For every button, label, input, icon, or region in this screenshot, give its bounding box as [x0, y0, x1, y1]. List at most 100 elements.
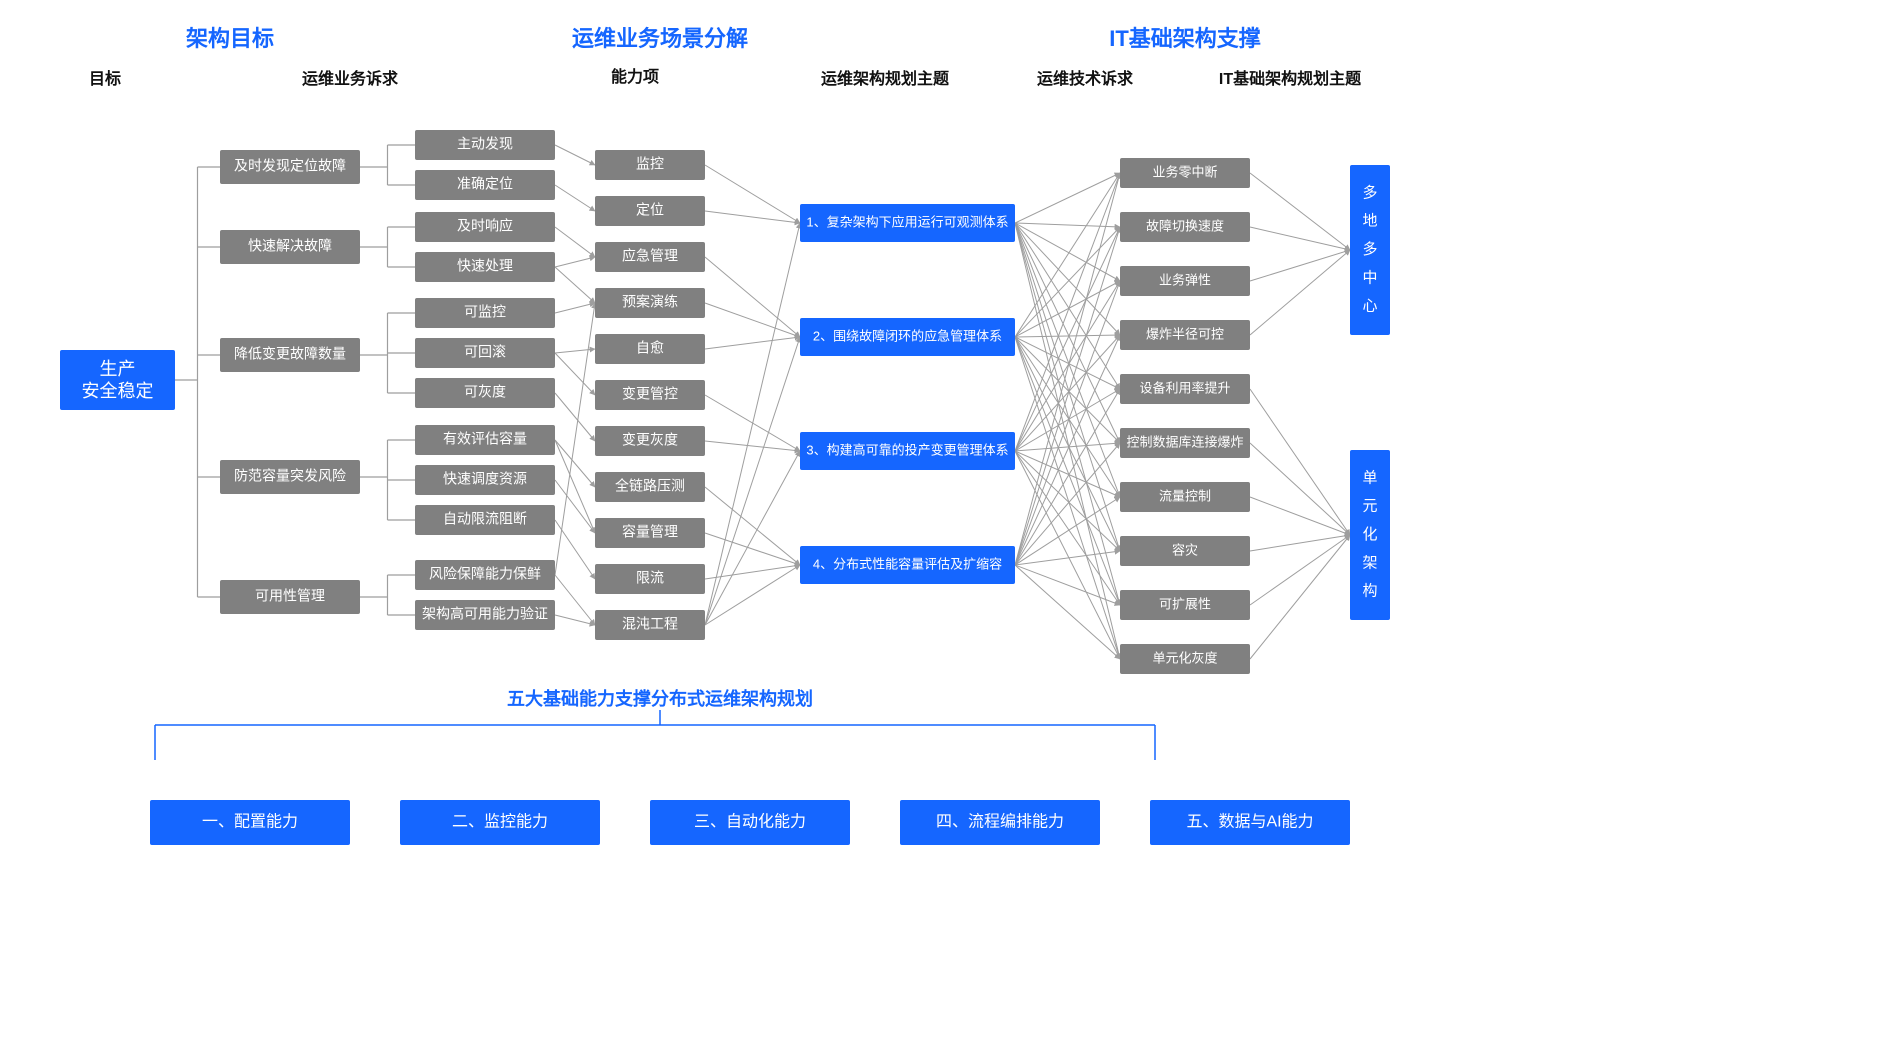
- section-header: IT基础架构支撑: [1109, 26, 1261, 51]
- connector: [1015, 223, 1120, 497]
- infra-theme-char: 元: [1362, 498, 1377, 515]
- sub-demand-box-label: 风险保障能力保鲜: [429, 566, 541, 582]
- capability-box-label: 自愈: [636, 340, 664, 356]
- connector: [705, 337, 800, 625]
- tech-demand-box-label: 可扩展性: [1159, 596, 1211, 611]
- connector: [1015, 281, 1120, 565]
- connector: [1250, 535, 1350, 551]
- theme-box-label: 1、复杂架构下应用运行可观测体系: [806, 214, 1008, 229]
- connector: [1250, 250, 1350, 335]
- infra-theme-char: 中: [1362, 269, 1377, 286]
- connector: [705, 303, 800, 337]
- ops-demand-box-label: 降低变更故障数量: [234, 346, 346, 362]
- foundation-capability-label: 四、流程编排能力: [936, 813, 1064, 831]
- connector: [555, 615, 595, 625]
- connector: [555, 227, 595, 257]
- column-header: 目标: [89, 70, 121, 88]
- infra-theme-char: 架: [1362, 554, 1377, 571]
- goal-line2: 安全稳定: [82, 381, 154, 401]
- connector: [1015, 337, 1120, 389]
- connector: [705, 165, 800, 223]
- sub-demand-box-label: 可回滚: [464, 344, 506, 360]
- column-header: 运维业务诉求: [302, 69, 399, 88]
- bracket-c2: [360, 145, 388, 185]
- connector: [1250, 250, 1350, 281]
- ops-demand-box-label: 快速解决故障: [248, 238, 332, 254]
- connector: [555, 185, 595, 211]
- ops-demand-box-label: 防范容量突发风险: [234, 468, 346, 484]
- sub-demand-box-label: 自动限流阻断: [443, 511, 527, 527]
- tech-demand-box-label: 容灾: [1172, 542, 1198, 557]
- sub-demand-box-label: 快速调度资源: [443, 471, 527, 487]
- sub-demand-box-label: 快速处理: [457, 258, 513, 274]
- tech-demand-box-label: 单元化灰度: [1152, 650, 1217, 665]
- bracket-c1: [175, 167, 198, 597]
- connector: [1015, 335, 1120, 337]
- connector: [555, 440, 595, 487]
- connector: [1015, 337, 1120, 659]
- sub-demand-box-label: 准确定位: [457, 176, 513, 192]
- bracket-c2: [360, 440, 388, 520]
- goal-line1: 生产: [100, 359, 136, 379]
- foundation-capability-label: 一、配置能力: [202, 813, 298, 831]
- tech-demand-box-label: 爆炸半径可控: [1146, 326, 1224, 341]
- capability-box-label: 监控: [636, 156, 664, 172]
- section-header: 架构目标: [186, 26, 274, 51]
- connector: [705, 257, 800, 337]
- bracket-c2: [360, 227, 388, 267]
- connector: [1015, 223, 1120, 227]
- connector: [555, 303, 595, 575]
- connector: [1015, 227, 1120, 565]
- sub-demand-box-label: 及时响应: [457, 218, 513, 234]
- sub-demand-box-label: 架构高可用能力验证: [422, 606, 548, 622]
- infra-theme-char: 多: [1362, 184, 1377, 201]
- capability-box-label: 变更管控: [622, 386, 678, 402]
- section-header: 运维业务场景分解: [572, 26, 748, 51]
- capability-box-label: 容量管理: [622, 524, 678, 540]
- connector: [1250, 389, 1350, 535]
- sub-demand-box-label: 可灰度: [464, 384, 506, 400]
- connector: [1015, 223, 1120, 605]
- connector: [555, 480, 595, 533]
- foundation-capability-label: 三、自动化能力: [694, 813, 806, 831]
- infra-theme-char: 地: [1362, 213, 1377, 230]
- connector: [1250, 535, 1350, 659]
- capability-box-label: 应急管理: [622, 248, 678, 264]
- connector: [555, 145, 595, 165]
- ops-demand-box-label: 可用性管理: [255, 588, 325, 604]
- bracket-c2: [360, 313, 388, 393]
- foundation-capability-label: 二、监控能力: [452, 813, 548, 831]
- capability-box-label: 定位: [636, 202, 664, 218]
- tech-demand-box-label: 业务零中断: [1152, 164, 1217, 179]
- connector: [555, 353, 595, 395]
- connector: [1250, 443, 1350, 535]
- connector: [555, 303, 595, 313]
- sub-demand-box-label: 主动发现: [457, 136, 513, 152]
- sub-demand-box-label: 可监控: [464, 304, 506, 320]
- capability-box-label: 限流: [636, 570, 664, 586]
- capability-box-label: 全链路压测: [615, 478, 685, 494]
- capability-box-label: 混沌工程: [622, 616, 678, 632]
- connector: [705, 487, 800, 565]
- column-header: 能力项: [611, 67, 659, 86]
- infra-theme-char: 心: [1362, 298, 1377, 315]
- connector: [705, 565, 800, 625]
- connector: [555, 393, 595, 441]
- sub-demand-box-label: 有效评估容量: [443, 431, 527, 447]
- connector: [1015, 223, 1120, 659]
- tech-demand-box-label: 业务弹性: [1159, 272, 1211, 287]
- tech-demand-box-label: 流量控制: [1159, 488, 1211, 503]
- connector: [555, 349, 595, 353]
- bottom-bracket: [155, 710, 1155, 760]
- column-header: IT基础架构规划主题: [1219, 69, 1362, 88]
- architecture-diagram: 架构目标运维业务场景分解IT基础架构支撑目标运维业务诉求能力项运维架构规划主题运…: [0, 0, 1580, 880]
- tech-demand-box-label: 控制数据库连接爆炸: [1126, 434, 1243, 449]
- foundation-capability-label: 五、数据与AI能力: [1186, 813, 1313, 831]
- connector: [1015, 337, 1120, 605]
- connector: [555, 440, 595, 533]
- infra-theme-char: 构: [1362, 583, 1377, 600]
- tech-demand-box-label: 设备利用率提升: [1139, 380, 1230, 395]
- connector: [1250, 535, 1350, 605]
- theme-box-label: 3、构建高可靠的投产变更管理体系: [806, 442, 1008, 457]
- theme-box-label: 4、分布式性能容量评估及扩缩容: [813, 556, 1002, 571]
